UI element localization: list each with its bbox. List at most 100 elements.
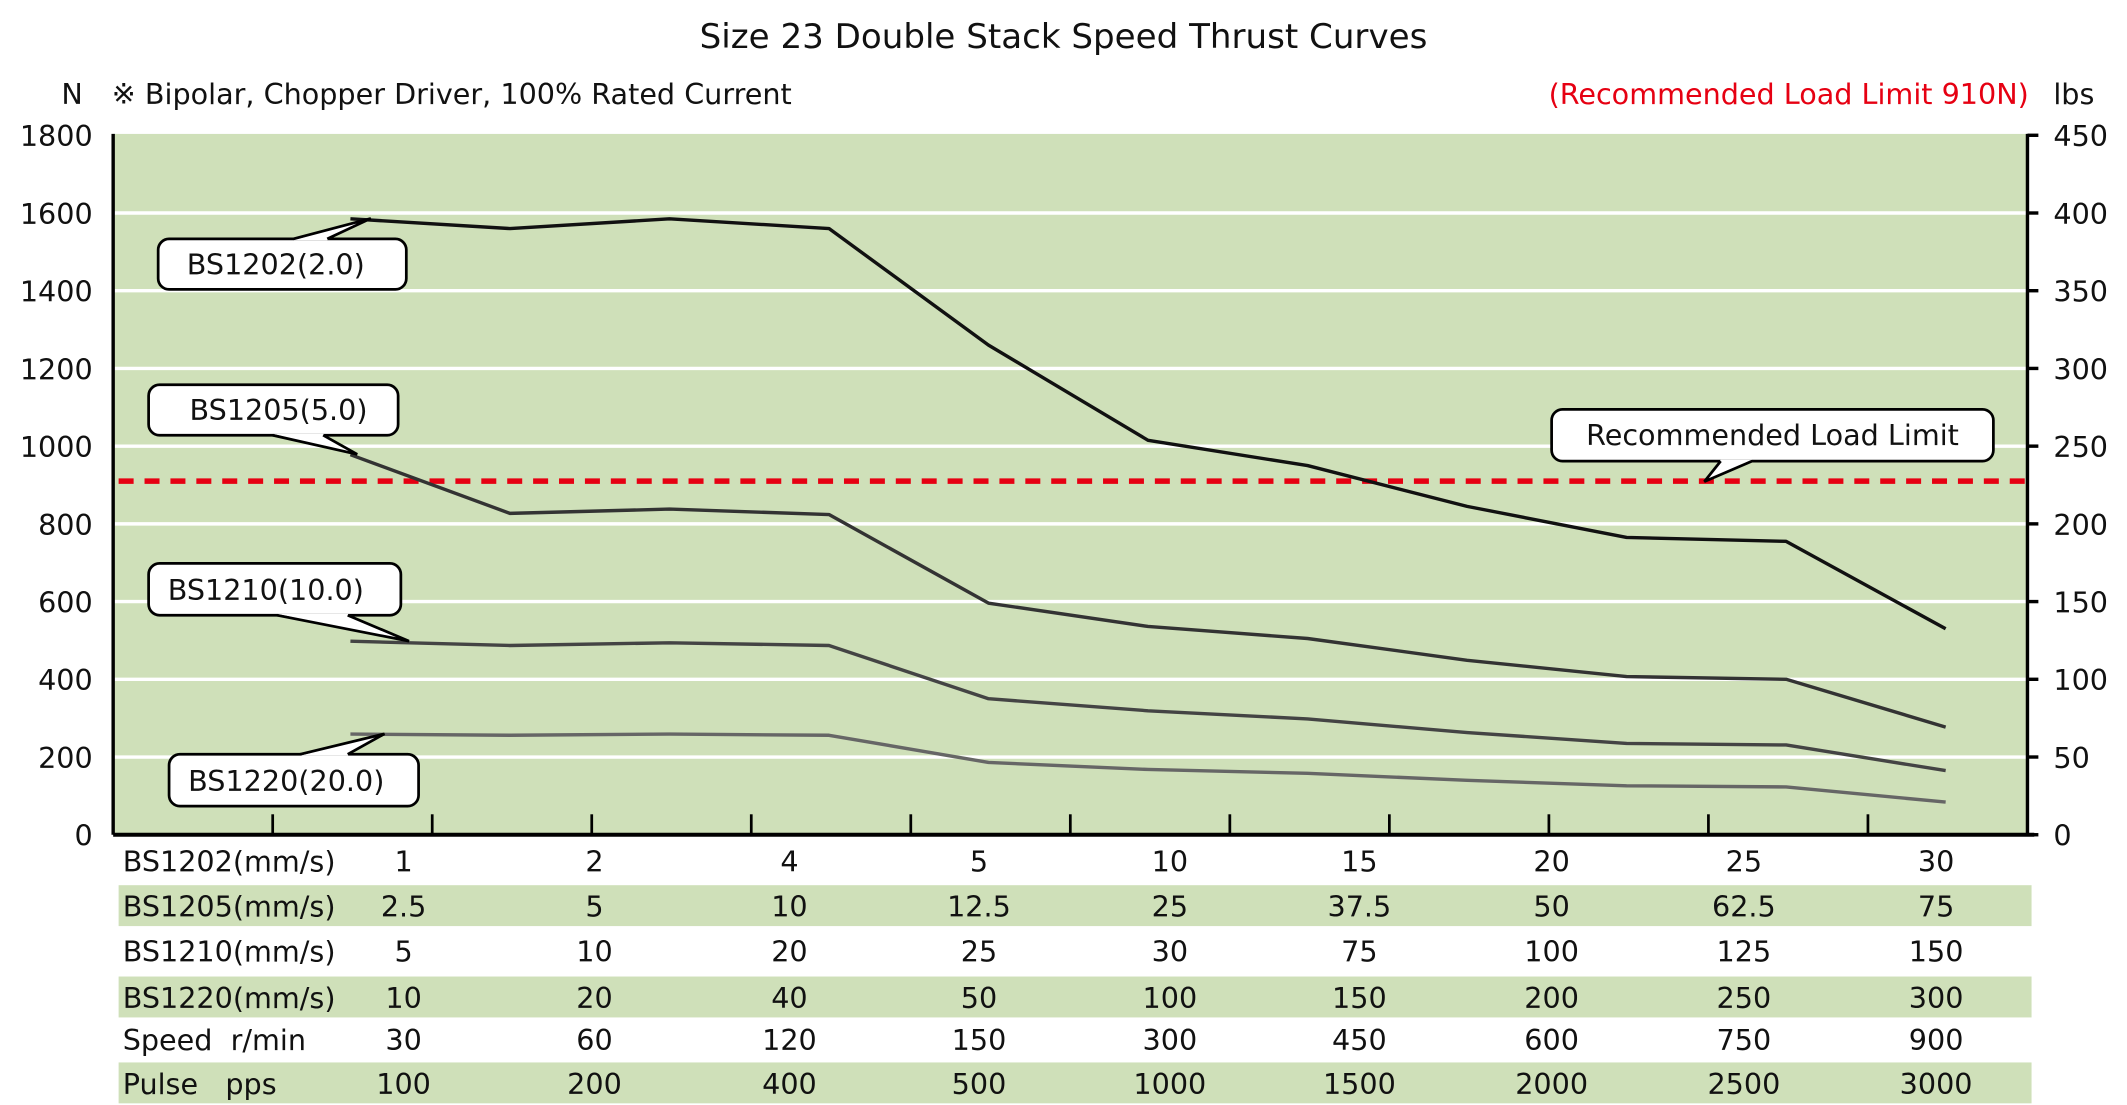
table-cell: 750 xyxy=(1717,1023,1772,1057)
table-row: Speed r/min 30 60 120 150 300 450 600 750 900 xyxy=(123,1023,1964,1057)
table-cell: 500 xyxy=(952,1067,1007,1101)
callout-load-limit: Recommended Load Limit xyxy=(1550,407,1995,483)
y-tick-label: 1200 xyxy=(20,352,93,386)
table-cell: 300 xyxy=(1909,981,1964,1015)
row-band xyxy=(118,885,2032,927)
curve-bs1205 xyxy=(349,453,1947,729)
table-row: BS1205(mm/s) 2.5 5 10 12.5 25 37.5 50 62.5 75 xyxy=(118,885,2032,927)
callout-bs1202: BS1202(2.0) xyxy=(156,217,408,291)
y-tick-label: 400 xyxy=(38,663,93,697)
y-tick-label: 1400 xyxy=(20,275,93,309)
table-cell: 5 xyxy=(585,890,603,924)
table-cell: 75 xyxy=(1918,890,1954,924)
row-header: Pulse pps xyxy=(123,1067,277,1101)
table-cell: 1500 xyxy=(1323,1067,1396,1101)
gridlines xyxy=(113,211,2028,759)
table-row: BS1202(mm/s) 1 2 4 5 10 15 20 25 30 xyxy=(123,845,1955,879)
table-cell: 2 xyxy=(585,845,603,879)
y-ticks-left: 0 200 400 600 800 1000 1200 1400 1600 1800 xyxy=(20,119,93,852)
table-cell: 25 xyxy=(1726,845,1762,879)
y-tick-label: 1600 xyxy=(20,197,93,231)
y-ticks-right: 0 50 100 150 200 250 300 350 400 450 xyxy=(2027,119,2108,853)
y-tick-label-right: 150 xyxy=(2053,585,2108,619)
table-cell: 20 xyxy=(1533,845,1569,879)
callout-label: BS1210(10.0) xyxy=(168,573,364,607)
curve-bs1220 xyxy=(350,732,1946,804)
table-cell: 4 xyxy=(780,845,798,879)
y-tick-label-right: 350 xyxy=(2053,275,2108,309)
table-cell: 15 xyxy=(1341,845,1377,879)
y-tick-label: 200 xyxy=(38,741,93,775)
y-tick-label: 800 xyxy=(38,508,93,542)
callout-bs1220: BS1220(20.0) xyxy=(167,732,420,808)
table-cell: 2000 xyxy=(1515,1067,1588,1101)
curve-bs1210 xyxy=(350,639,1946,773)
x-ticks xyxy=(271,814,1870,835)
row-header: BS1210(mm/s) xyxy=(123,935,336,969)
y-tick-label-right: 400 xyxy=(2053,197,2108,231)
table-cell: 5 xyxy=(394,935,412,969)
table-cell: 1 xyxy=(394,845,412,879)
table-cell: 125 xyxy=(1717,935,1772,969)
callout-label: BS1202(2.0) xyxy=(187,247,365,281)
callouts: BS1202(2.0) BS1205(5.0) BS1210(10.0) BS1… xyxy=(147,217,1995,808)
table-cell: 300 xyxy=(1143,1023,1198,1057)
table-cell: 100 xyxy=(376,1067,431,1101)
y-tick-label-right: 450 xyxy=(2053,119,2108,153)
table-cell: 250 xyxy=(1717,981,1772,1015)
callout-bs1210: BS1210(10.0) xyxy=(147,562,410,643)
table-cell: 30 xyxy=(1918,845,1954,879)
table-row: BS1220(mm/s) 10 20 40 50 100 150 200 250 300 xyxy=(118,976,2032,1018)
table-cell: 10 xyxy=(385,981,421,1015)
table-cell: 62.5 xyxy=(1712,890,1776,924)
curves xyxy=(349,217,1947,804)
table-cell: 150 xyxy=(1909,935,1964,969)
table-cell: 150 xyxy=(952,1023,1007,1057)
callout-label: Recommended Load Limit xyxy=(1586,418,1959,452)
table-cell: 100 xyxy=(1143,981,1198,1015)
y-tick-label: 600 xyxy=(38,585,93,619)
curve-bs1202 xyxy=(350,217,1947,631)
row-header: Speed r/min xyxy=(123,1023,306,1057)
y-tick-label-right: 250 xyxy=(2053,430,2108,464)
table-cell: 150 xyxy=(1332,981,1387,1015)
y-tick-label: 1000 xyxy=(20,430,93,464)
table-cell: 40 xyxy=(771,981,807,1015)
load-limit-note: (Recommended Load Limit 910N) xyxy=(1549,77,2029,111)
table-cell: 25 xyxy=(961,935,997,969)
row-band xyxy=(118,1062,2032,1104)
table-cell: 200 xyxy=(567,1067,622,1101)
table-cell: 3000 xyxy=(1900,1067,1973,1101)
y-tick-label-right: 100 xyxy=(2053,663,2108,697)
table-row: BS1210(mm/s) 5 10 20 25 30 75 100 125 150 xyxy=(123,935,1964,969)
callout-label: BS1220(20.0) xyxy=(188,764,384,798)
row-header: BS1205(mm/s) xyxy=(123,890,336,924)
table-cell: 30 xyxy=(1152,935,1188,969)
table-cell: 2500 xyxy=(1707,1067,1780,1101)
row-header: BS1202(mm/s) xyxy=(123,845,336,879)
table-cell: 5 xyxy=(970,845,988,879)
table-cell: 450 xyxy=(1332,1023,1387,1057)
y-tick-label-right: 0 xyxy=(2053,819,2071,853)
row-header: BS1220(mm/s) xyxy=(123,981,336,1015)
table-cell: 10 xyxy=(576,935,612,969)
table-cell: 10 xyxy=(771,890,807,924)
row-band xyxy=(118,976,2032,1018)
table-cell: 600 xyxy=(1524,1023,1579,1057)
speed-table: BS1202(mm/s) 1 2 4 5 10 15 20 25 30 BS1205(mm/s) 2.… xyxy=(118,845,2032,1104)
table-cell: 120 xyxy=(762,1023,817,1057)
y-tick-label: 1800 xyxy=(20,119,93,153)
y-tick-label-right: 200 xyxy=(2053,508,2108,542)
table-cell: 400 xyxy=(762,1067,817,1101)
chart-title: Size 23 Double Stack Speed Thrust Curves xyxy=(700,17,1428,57)
table-cell: 900 xyxy=(1909,1023,1964,1057)
table-cell: 20 xyxy=(576,981,612,1015)
y-axis-label-left: N xyxy=(61,77,82,111)
table-row: Pulse pps 100 200 400 500 1000 1500 2000 2500 300… xyxy=(118,1062,2032,1104)
y-tick-label-right: 300 xyxy=(2053,352,2108,386)
table-cell: 2.5 xyxy=(381,890,427,924)
table-cell: 12.5 xyxy=(947,890,1011,924)
y-axis-label-right: lbs xyxy=(2053,77,2094,111)
table-cell: 20 xyxy=(771,935,807,969)
